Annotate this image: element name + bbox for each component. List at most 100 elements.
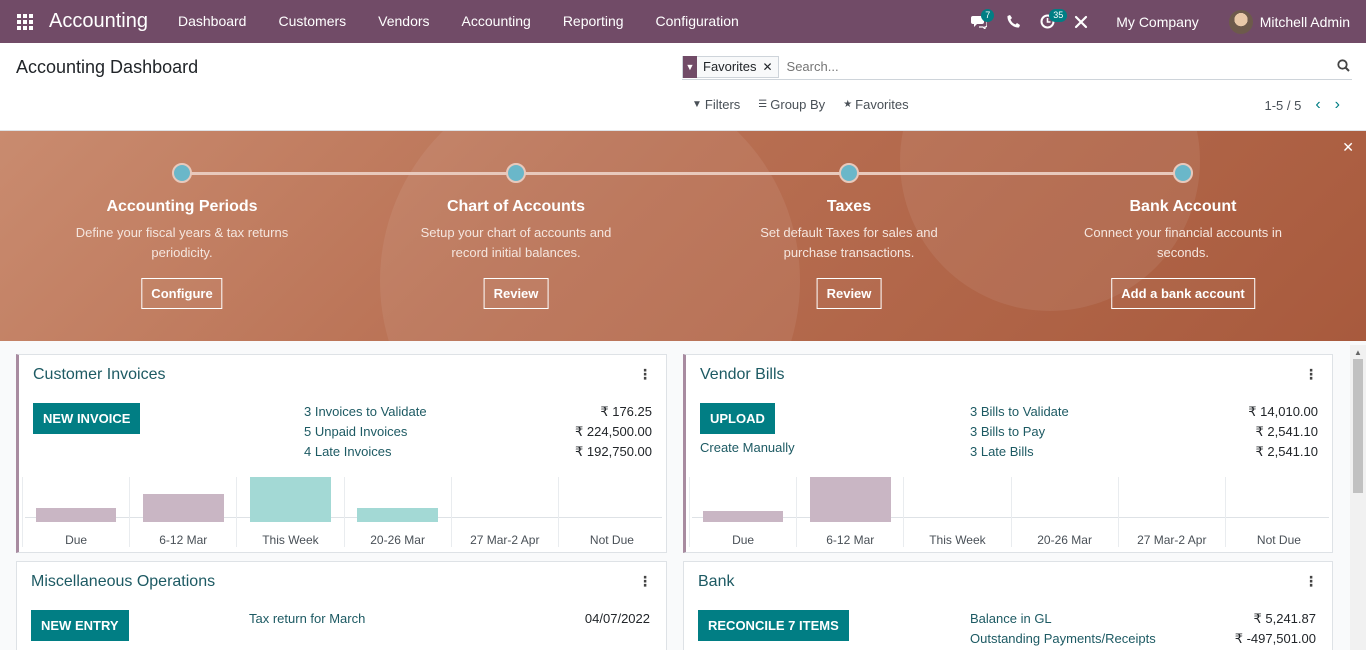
review-chart-button[interactable]: Review <box>483 278 549 309</box>
card-title[interactable]: Miscellaneous Operations <box>31 573 216 590</box>
pager-value[interactable]: 1-5 / 5 <box>1264 97 1302 113</box>
chart-bin[interactable]: Due <box>22 477 129 547</box>
chart-bar[interactable] <box>35 508 117 522</box>
invoices-aging-chart[interactable]: Due 6-12 Mar This Week 20-26 Mar 27 Mar-2 Ap… <box>22 477 665 547</box>
chart-category-label: 20-26 Mar <box>370 533 425 547</box>
chevron-right-icon[interactable]: › <box>1334 96 1340 113</box>
activities-button[interactable]: 35 <box>1030 0 1068 43</box>
company-switcher[interactable]: My Company <box>1116 13 1199 30</box>
chart-bar[interactable] <box>142 494 224 522</box>
debug-tools-button[interactable] <box>1064 0 1098 43</box>
chart-category-label: This Week <box>262 533 319 547</box>
menu-item-customers[interactable]: Customers <box>278 13 347 29</box>
review-taxes-button[interactable]: Review <box>816 278 882 309</box>
filters-dropdown[interactable]: ▼ Filters <box>692 97 740 112</box>
messages-button[interactable]: 7 <box>962 0 996 43</box>
chart-bin[interactable]: 27 Mar-2 Apr <box>1117 477 1225 547</box>
chart-bin[interactable]: 20-26 Mar <box>1010 477 1118 547</box>
kebab-menu-icon[interactable]: ⋮ <box>638 366 652 382</box>
close-banner-icon[interactable]: ✕ <box>1342 139 1354 155</box>
phone-button[interactable] <box>996 0 1030 43</box>
chart-bin[interactable]: 20-26 Mar <box>343 477 451 547</box>
stat-row[interactable]: 3 Bills to Validate ₹ 14,010.00 <box>970 402 1318 422</box>
stat-label[interactable]: Outstanding Payments/Receipts <box>970 631 1156 646</box>
search-input[interactable] <box>786 59 1337 74</box>
stat-label[interactable]: 3 Invoices to Validate <box>304 404 427 419</box>
chart-bin[interactable]: 6-12 Mar <box>796 477 903 547</box>
stat-row[interactable]: 3 Invoices to Validate ₹ 176.25 <box>304 402 652 422</box>
list-icon: ☰ <box>758 99 768 110</box>
chevron-left-icon[interactable]: ‹ <box>1315 96 1321 113</box>
stat-row[interactable]: Outstanding Payments/Receipts ₹ -497,501.… <box>970 629 1316 649</box>
stat-row[interactable]: Balance in GL ₹ 5,241.87 <box>970 609 1316 629</box>
chart-bin[interactable]: Not Due <box>557 477 665 547</box>
step-dot <box>172 163 192 183</box>
chart-category-label: 6-12 Mar <box>826 533 875 547</box>
chart-bin[interactable]: 6-12 Mar <box>129 477 236 547</box>
add-bank-account-button[interactable]: Add a bank account <box>1111 278 1255 309</box>
chart-bin[interactable]: This Week <box>903 477 1010 547</box>
chart-bin[interactable]: 27 Mar-2 Apr <box>450 477 558 547</box>
reconcile-button[interactable]: RECONCILE 7 ITEMS <box>698 610 849 641</box>
filters-label: Filters <box>704 97 741 112</box>
user-menu[interactable]: Mitchell Admin <box>1259 13 1350 30</box>
stat-label[interactable]: 3 Bills to Pay <box>970 424 1046 439</box>
step-title: Accounting Periods <box>106 198 258 215</box>
bills-aging-chart[interactable]: Due 6-12 Mar This Week 20-26 Mar 27 Mar-2 Ap… <box>689 477 1332 547</box>
configure-button[interactable]: Configure <box>141 278 223 309</box>
chart-bar[interactable] <box>250 477 331 522</box>
chart-baseline <box>25 517 662 518</box>
funnel-icon: ▼ <box>692 99 702 110</box>
card-title[interactable]: Customer Invoices <box>33 366 166 383</box>
chart-bin[interactable]: Not Due <box>1224 477 1332 547</box>
chart-bar[interactable] <box>702 511 784 522</box>
new-entry-button[interactable]: NEW ENTRY <box>31 610 129 641</box>
user-avatar[interactable] <box>1228 9 1253 34</box>
app-name[interactable]: Accounting <box>49 10 148 32</box>
stat-label[interactable]: 3 Late Bills <box>970 444 1034 459</box>
menu-item-reporting[interactable]: Reporting <box>562 13 624 29</box>
kebab-menu-icon[interactable]: ⋮ <box>1304 366 1318 382</box>
kebab-menu-icon[interactable]: ⋮ <box>1304 573 1318 589</box>
upload-button[interactable]: UPLOAD <box>700 403 775 434</box>
menu-item-dashboard[interactable]: Dashboard <box>177 13 247 29</box>
stat-label[interactable]: 5 Unpaid Invoices <box>304 424 408 439</box>
menu-item-vendors[interactable]: Vendors <box>378 13 430 29</box>
menu-item-configuration[interactable]: Configuration <box>655 13 739 29</box>
scroll-thumb[interactable] <box>1353 359 1363 493</box>
create-manually-link[interactable]: Create Manually <box>700 440 795 455</box>
remove-facet-icon[interactable]: ✕ <box>762 59 773 74</box>
progress-track <box>182 172 1183 175</box>
stat-row[interactable]: 3 Bills to Pay ₹ 2,541.10 <box>970 422 1318 442</box>
kebab-menu-icon[interactable]: ⋮ <box>638 573 652 589</box>
stat-label[interactable]: 3 Bills to Validate <box>970 404 1069 419</box>
phone-icon <box>1007 15 1020 28</box>
chart-bin[interactable]: Due <box>689 477 796 547</box>
messages-count-badge: 7 <box>981 9 995 22</box>
card-title[interactable]: Bank <box>698 573 735 590</box>
scroll-up-icon[interactable]: ▲ <box>1354 348 1362 357</box>
new-invoice-button[interactable]: NEW INVOICE <box>33 403 141 434</box>
group-by-label: Group By <box>770 97 826 112</box>
search-icon[interactable] <box>1337 58 1350 75</box>
stat-row[interactable]: 4 Late Invoices ₹ 192,750.00 <box>304 442 652 462</box>
stat-label[interactable]: Balance in GL <box>970 611 1052 626</box>
step-title: Bank Account <box>1129 198 1237 215</box>
stat-row[interactable]: 3 Late Bills ₹ 2,541.10 <box>970 442 1318 462</box>
scrollbar[interactable]: ▲ <box>1350 345 1366 650</box>
stat-label[interactable]: 4 Late Invoices <box>304 444 392 459</box>
top-navbar: Accounting Dashboard Customers Vendors A… <box>0 0 1366 43</box>
group-by-dropdown[interactable]: ☰ Group By <box>758 97 825 112</box>
apps-menu-icon[interactable] <box>17 13 33 30</box>
menu-item-accounting[interactable]: Accounting <box>461 13 531 29</box>
chart-bar[interactable] <box>809 477 891 522</box>
card-title[interactable]: Vendor Bills <box>700 366 785 383</box>
favorites-label: Favorites <box>855 97 909 112</box>
stat-row[interactable]: Tax return for March 04/07/2022 <box>249 609 650 629</box>
chart-bin[interactable]: This Week <box>236 477 343 547</box>
chart-bar[interactable] <box>357 508 438 522</box>
favorites-dropdown[interactable]: ★ Favorites <box>843 97 908 112</box>
chart-category-label: Due <box>732 533 755 547</box>
stat-row[interactable]: 5 Unpaid Invoices ₹ 224,500.00 <box>304 422 652 442</box>
item-label[interactable]: Tax return for March <box>249 611 366 626</box>
